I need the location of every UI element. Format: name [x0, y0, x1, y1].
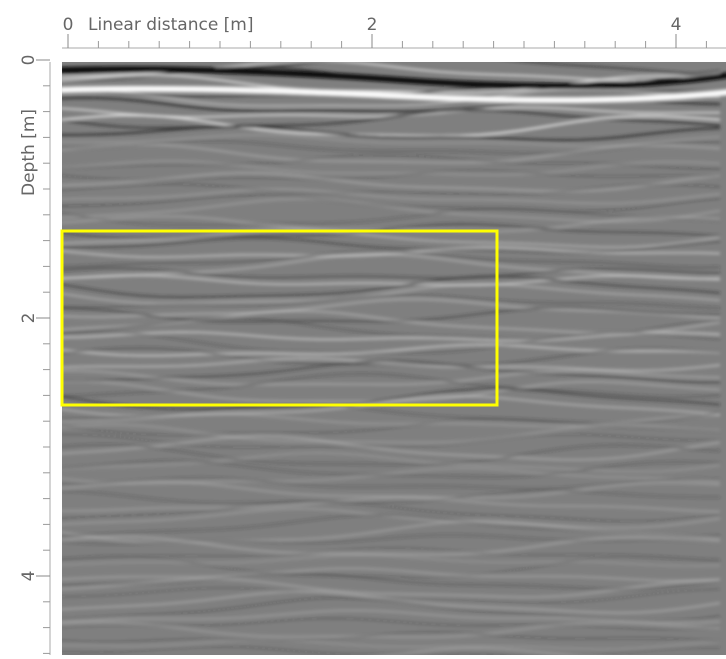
x-axis-label: Linear distance [m]: [88, 15, 254, 35]
radargram-view: 0 2 4 0 2 4 Linear distance [m] Depth [m]: [0, 0, 726, 655]
y-tick-label: 0: [19, 55, 39, 66]
x-tick-label: 4: [671, 15, 682, 35]
x-tick-label: 2: [367, 15, 378, 35]
y-axis-label: Depth [m]: [19, 109, 39, 196]
x-tick-label: 0: [63, 15, 74, 35]
y-tick-label: 4: [19, 571, 39, 582]
y-tick-label: 2: [19, 313, 39, 324]
